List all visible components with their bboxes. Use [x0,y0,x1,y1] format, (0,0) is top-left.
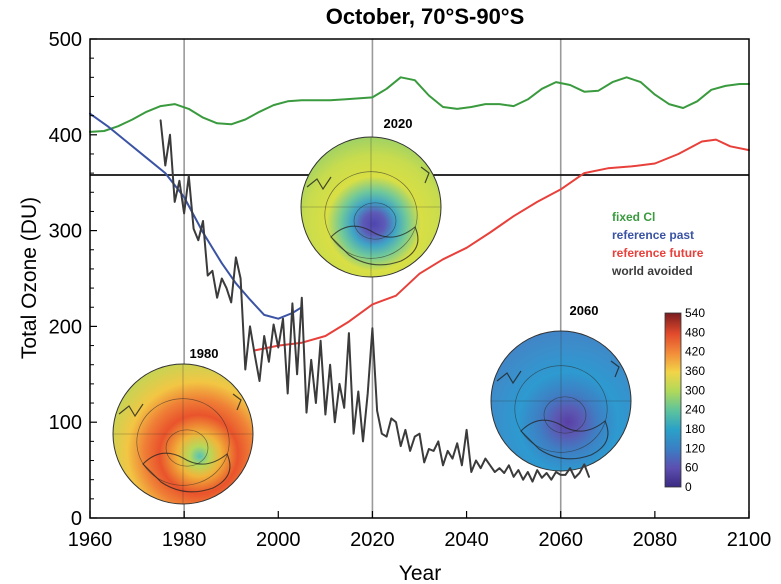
x-tick-label: 2060 [538,529,583,551]
coastline-outline [330,225,419,266]
y-tick-label: 400 [49,125,82,147]
legend-entry: reference past [612,228,694,242]
legend-entry: world avoided [611,264,693,278]
colorbar-tick-label: 180 [685,422,705,436]
ozone-map-year-label: 1980 [190,346,219,361]
colorbar-tick-label: 120 [685,441,705,455]
latitude-circle [165,429,209,467]
x-tick-label: 2100 [727,529,772,551]
ozone-map-insets: 1980 2020 2060 [112,116,632,505]
ozone-map-2020: 2020 [300,116,442,278]
series-line-reference-future [253,138,750,352]
y-tick-label: 100 [49,412,82,434]
x-tick-label: 2000 [256,529,301,551]
plot-frame [89,38,750,519]
colorbar-tick-label: 480 [685,325,705,339]
coastline-outline [142,452,231,493]
y-axis-label: Total Ozone (DU) [18,197,41,359]
colorbar-tick-label: 360 [685,364,705,378]
ozone-map-year-label: 2020 [384,116,413,131]
series-line-world-avoided [159,119,590,483]
colorbar-tick-label: 540 [685,306,705,320]
series-line-reference-past [89,112,303,320]
x-axis-ticks: 1960 1980 2000 2020 2040 2060 2080 2100 [68,511,772,551]
x-axis-label: Year [399,562,441,584]
colorbar: 540 480 420 360 300 240 180 120 60 0 [664,306,705,494]
x-tick-label: 2080 [633,529,678,551]
colorbar-tick-label: 300 [685,383,705,397]
y-tick-label: 0 [71,508,82,530]
x-tick-label: 2040 [444,529,489,551]
ozone-map-year-label: 2060 [570,303,599,318]
colorbar-tick-label: 60 [685,461,699,475]
colorbar-tick-label: 420 [685,345,705,359]
ozone-map-2060: 2060 [490,303,632,472]
legend-entry: reference future [612,246,704,260]
x-tick-label: 1960 [68,529,113,551]
y-tick-label: 500 [49,29,82,51]
y-tick-label: 200 [49,316,82,338]
colorbar-tick-label: 240 [685,403,705,417]
colorbar-scale [664,312,682,488]
coastline-outline [118,393,242,418]
latitude-circle [543,396,587,434]
legend: fixed Cl reference past reference future wo… [611,210,704,278]
chart-title: October, 70°S-90°S [326,4,525,29]
coastline-outline [520,419,609,460]
legend-entry: fixed Cl [612,210,655,224]
x-tick-label: 1980 [162,529,207,551]
coastline-outline [306,166,430,191]
y-axis-ticks: 0 100 200 300 400 500 [49,29,97,530]
y-tick-label: 300 [49,221,82,243]
series-line-fixed-cl [89,76,750,133]
data-series [89,76,750,483]
latitude-circle [353,202,397,240]
coastline-outline [496,360,620,385]
colorbar-tick-label: 0 [685,480,692,494]
ozone-map-1980: 1980 [112,346,254,505]
x-tick-label: 2020 [350,529,395,551]
